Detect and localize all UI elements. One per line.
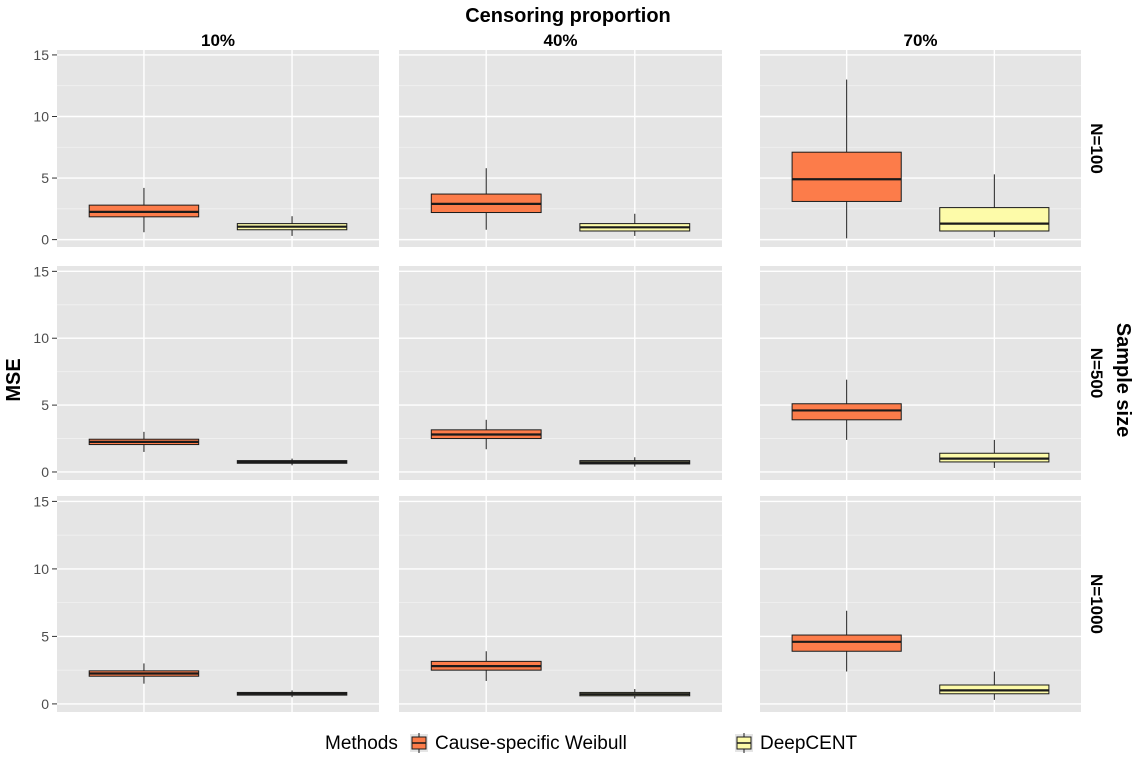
y-tick-label: 10 (33, 561, 49, 577)
y-tick-label: 0 (41, 232, 49, 248)
row-facet-title: Sample size (1112, 323, 1134, 438)
box-cause-specific-weibull (88, 431, 200, 452)
panel-background (57, 50, 379, 247)
column-strip-40pct: 40% (543, 31, 577, 50)
chart-title: Censoring proportion (465, 5, 671, 27)
box-deepcent (236, 458, 348, 466)
legend-title: Methods (325, 733, 398, 754)
column-strip-70pct: 70% (903, 31, 937, 50)
panel-n-1000-40pct (399, 496, 722, 712)
panel-n-100-40pct (399, 50, 722, 247)
box-deepcent (236, 690, 348, 698)
panel-background (57, 496, 379, 712)
box-deepcent (579, 213, 691, 236)
panel-n-1000-70pct (760, 496, 1081, 712)
box-cause-specific-weibull (88, 187, 200, 233)
box-iqr (791, 403, 902, 421)
y-tick-label: 0 (41, 464, 49, 480)
panel-background (760, 496, 1081, 712)
y-tick-label: 5 (41, 397, 49, 413)
box-cause-specific-weibull (791, 610, 902, 672)
box-iqr (791, 634, 902, 652)
box-deepcent (939, 439, 1050, 468)
y-tick-label: 5 (41, 628, 49, 644)
box-cause-specific-weibull (88, 663, 200, 684)
y-tick-label: 10 (33, 108, 49, 124)
panel-background (57, 266, 379, 480)
y-tick-label: 10 (33, 330, 49, 346)
box-iqr (939, 207, 1050, 232)
facet-panels: 10% 40% 70% N=100 N=500 N=1000 0 5 10 15 0 5 10 15 0 5 1… (33, 31, 1106, 712)
panel-background (399, 266, 722, 480)
box-cause-specific-weibull (430, 168, 542, 230)
box-deepcent (939, 174, 1050, 238)
y-tick-label: 5 (41, 170, 49, 186)
row-strip-n-100: N=100 (1087, 123, 1106, 174)
box-cause-specific-weibull (430, 419, 542, 450)
panel-n-1000-10pct (57, 496, 379, 712)
box-deepcent (579, 689, 691, 699)
y-tick-label: 15 (33, 263, 49, 279)
panel-n-100-70pct (760, 50, 1081, 247)
panel-background (760, 266, 1081, 480)
panel-n-500-70pct (760, 266, 1081, 480)
box-deepcent (236, 216, 348, 236)
row-strip-n-1000: N=1000 (1087, 574, 1106, 634)
panel-n-100-10pct (57, 50, 379, 247)
box-iqr (791, 151, 902, 202)
y-tick-label: 15 (33, 493, 49, 509)
panel-n-500-40pct (399, 266, 722, 480)
panel-n-500-10pct (57, 266, 379, 480)
box-cause-specific-weibull (791, 79, 902, 239)
column-strip-10pct: 10% (201, 31, 235, 50)
box-deepcent (579, 457, 691, 467)
legend-label: Cause-specific Weibull (435, 733, 627, 754)
y-tick-label: 0 (41, 696, 49, 712)
legend-item-deepcent: DeepCENT (735, 733, 858, 754)
box-deepcent (939, 671, 1050, 700)
legend-item-cause-specific-weibull: Cause-specific Weibull (410, 733, 627, 754)
panel-background (399, 496, 722, 712)
legend-label: DeepCENT (760, 733, 858, 754)
y-tick-label: 15 (33, 47, 49, 63)
box-cause-specific-weibull (430, 651, 542, 681)
legend: Methods Cause-specific Weibull DeepCENT (325, 733, 858, 754)
y-axis-title: MSE (3, 358, 25, 401)
box-cause-specific-weibull (791, 379, 902, 440)
row-strip-n-500: N=500 (1087, 348, 1106, 399)
panel-background (399, 50, 722, 247)
